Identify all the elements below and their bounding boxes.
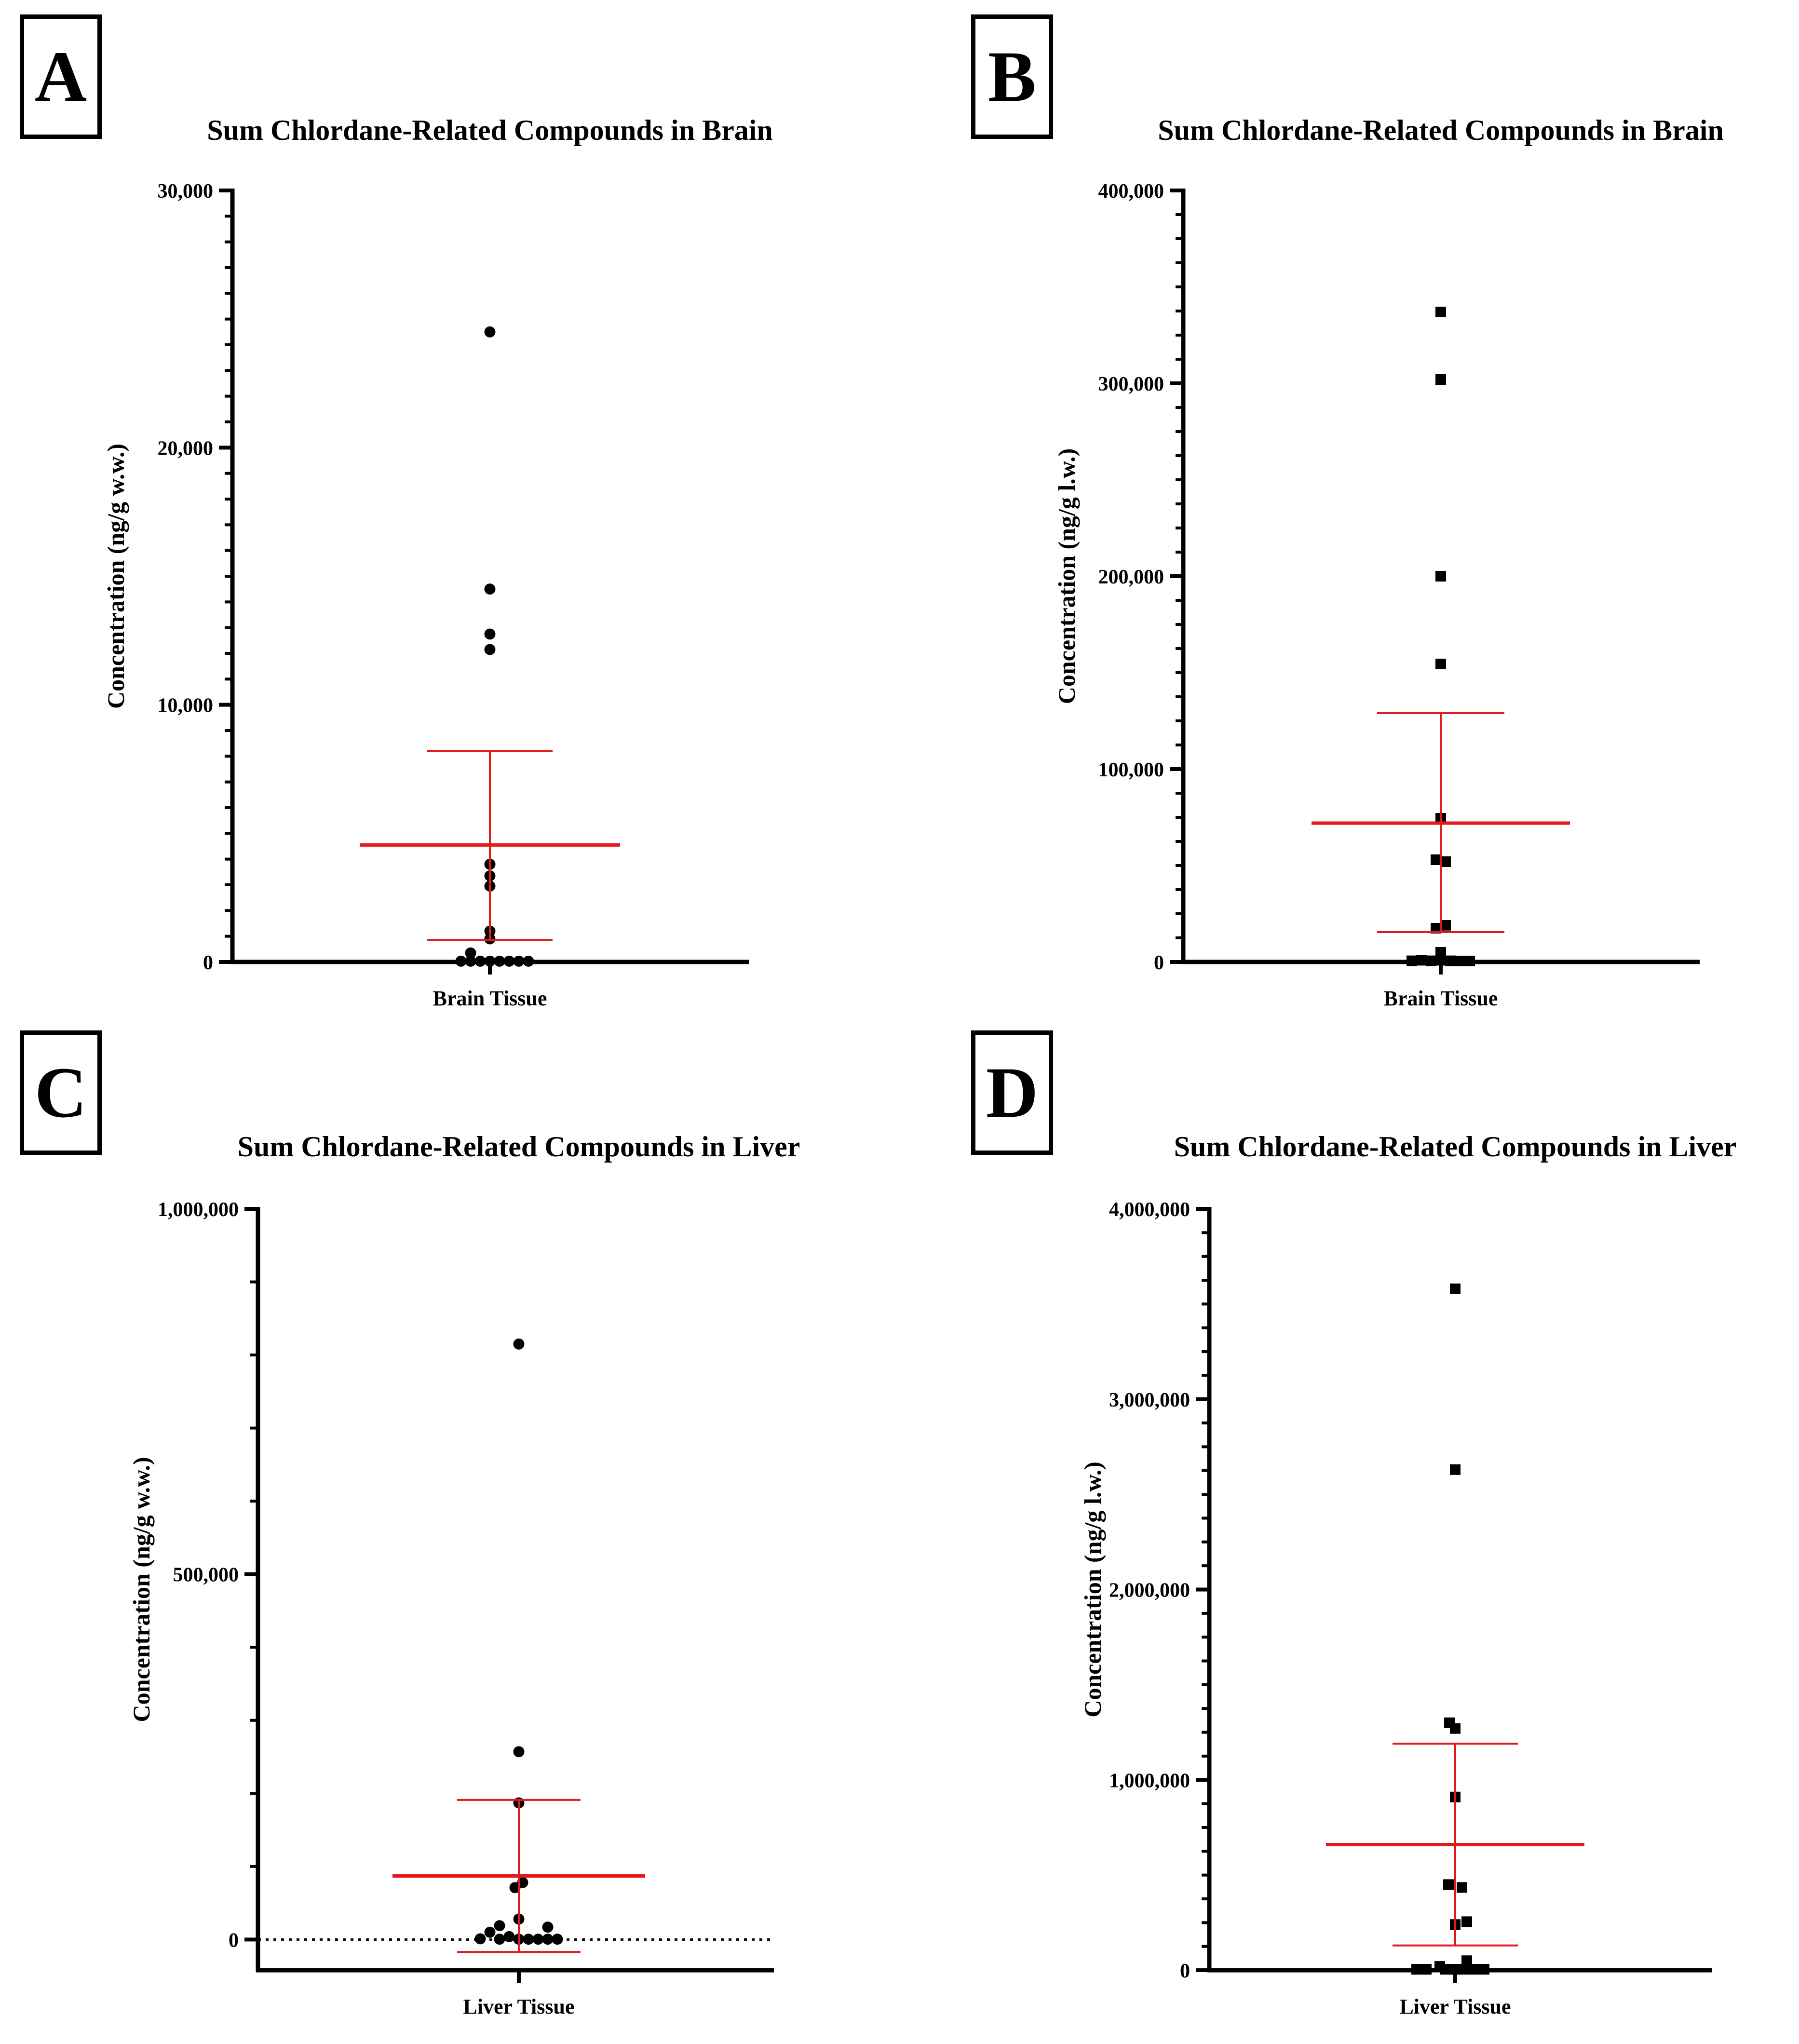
data-point (1440, 1964, 1451, 1975)
chart-a: Sum Chlordane-Related Compounds in Brain… (102, 114, 773, 1010)
data-point (1421, 1964, 1432, 1975)
data-point (1457, 1882, 1467, 1893)
data-point (1411, 1964, 1422, 1975)
data-point (1431, 923, 1441, 934)
y-tick-label: 3,000,000 (1109, 1389, 1190, 1411)
y-tick-label: 500,000 (173, 1564, 239, 1586)
y-tick-label: 1,000,000 (158, 1199, 239, 1221)
y-tick-label: 1,000,000 (1109, 1770, 1190, 1792)
panel-label-a: A (20, 14, 102, 139)
data-point (465, 955, 476, 967)
y-tick-label: 400,000 (1098, 180, 1164, 203)
data-point (484, 1926, 496, 1938)
y-tick-label: 4,000,000 (1109, 1199, 1190, 1221)
data-point (484, 628, 496, 640)
data-point (513, 1338, 525, 1350)
data-point (1469, 1964, 1480, 1975)
data-point (532, 1934, 544, 1945)
data-point (523, 1934, 534, 1945)
data-point (542, 1922, 554, 1933)
data-point (484, 644, 496, 655)
y-tick-label: 30,000 (158, 180, 214, 203)
y-axis-label: Concentration (ng/g l.w.) (1053, 448, 1080, 704)
data-point (1443, 1879, 1454, 1890)
data-point (484, 583, 496, 595)
x-category-label: Liver Tissue (1399, 1995, 1511, 2018)
chart-d: Sum Chlordane-Related Compounds in Liver… (1079, 1131, 1736, 2018)
chart-title: Sum Chlordane-Related Compounds in Liver (238, 1131, 800, 1163)
data-point (474, 1933, 486, 1945)
chart-title: Sum Chlordane-Related Compounds in Liver (1174, 1131, 1737, 1163)
y-axis-label: Concentration (ng/g w.w.) (102, 444, 129, 709)
data-point (465, 947, 476, 959)
y-tick-label: 2,000,000 (1109, 1580, 1190, 1602)
data-point (484, 955, 496, 967)
y-tick-label: 0 (229, 1929, 239, 1951)
x-category-label: Brain Tissue (433, 987, 547, 1010)
data-point (552, 1934, 563, 1945)
data-point (494, 1934, 505, 1945)
y-tick-label: 0 (1154, 952, 1164, 974)
data-point (513, 955, 525, 967)
y-axis-label: Concentration (ng/g l.w.) (1079, 1462, 1106, 1718)
y-axis-label: Concentration (ng/g w.w.) (128, 1457, 155, 1722)
data-point (1450, 1464, 1461, 1475)
data-point (1440, 920, 1451, 931)
data-point (1450, 1283, 1461, 1294)
panel-label-d: D (971, 1030, 1053, 1155)
data-point (542, 1934, 554, 1945)
data-point (1450, 1964, 1461, 1975)
y-tick-label: 0 (1180, 1960, 1190, 1982)
data-point (1416, 955, 1427, 966)
data-point (513, 1746, 525, 1758)
panel-label-b: B (971, 14, 1053, 139)
data-point (1460, 1964, 1470, 1975)
data-point (1440, 856, 1451, 867)
data-point (1435, 659, 1446, 669)
data-point (503, 955, 515, 967)
data-point (503, 1931, 515, 1942)
data-point (1461, 1916, 1472, 1927)
x-category-label: Brain Tissue (1384, 987, 1498, 1010)
data-point (523, 955, 534, 967)
panel-label-c: C (20, 1030, 102, 1155)
chart-b: Sum Chlordane-Related Compounds in Brain… (1053, 114, 1724, 1010)
data-point (1479, 1964, 1489, 1975)
data-point (509, 1882, 521, 1894)
y-tick-label: 100,000 (1098, 759, 1164, 781)
y-tick-label: 10,000 (158, 695, 214, 717)
data-point (1435, 955, 1446, 966)
data-point (1435, 374, 1446, 385)
data-point (484, 326, 496, 338)
data-point (474, 955, 486, 967)
data-point (1431, 854, 1441, 865)
data-point (1435, 307, 1446, 317)
data-point (1426, 955, 1436, 966)
data-point (1445, 955, 1456, 966)
x-category-label: Liver Tissue (463, 1995, 574, 2018)
data-point (494, 955, 505, 967)
chart-c: Sum Chlordane-Related Compounds in Liver… (128, 1131, 800, 2018)
y-tick-label: 20,000 (158, 437, 214, 460)
chart-title: Sum Chlordane-Related Compounds in Brain (207, 114, 773, 146)
data-point (1464, 956, 1475, 966)
data-point (1450, 1723, 1461, 1734)
data-point (1435, 571, 1446, 582)
chart-title: Sum Chlordane-Related Compounds in Brain (1158, 114, 1724, 146)
data-point (1461, 1955, 1472, 1966)
data-point (1407, 955, 1417, 966)
y-tick-label: 0 (203, 952, 213, 974)
data-point (494, 1920, 505, 1932)
data-point (1455, 956, 1465, 966)
data-point (455, 955, 467, 967)
y-tick-label: 300,000 (1098, 373, 1164, 395)
y-tick-label: 200,000 (1098, 566, 1164, 588)
